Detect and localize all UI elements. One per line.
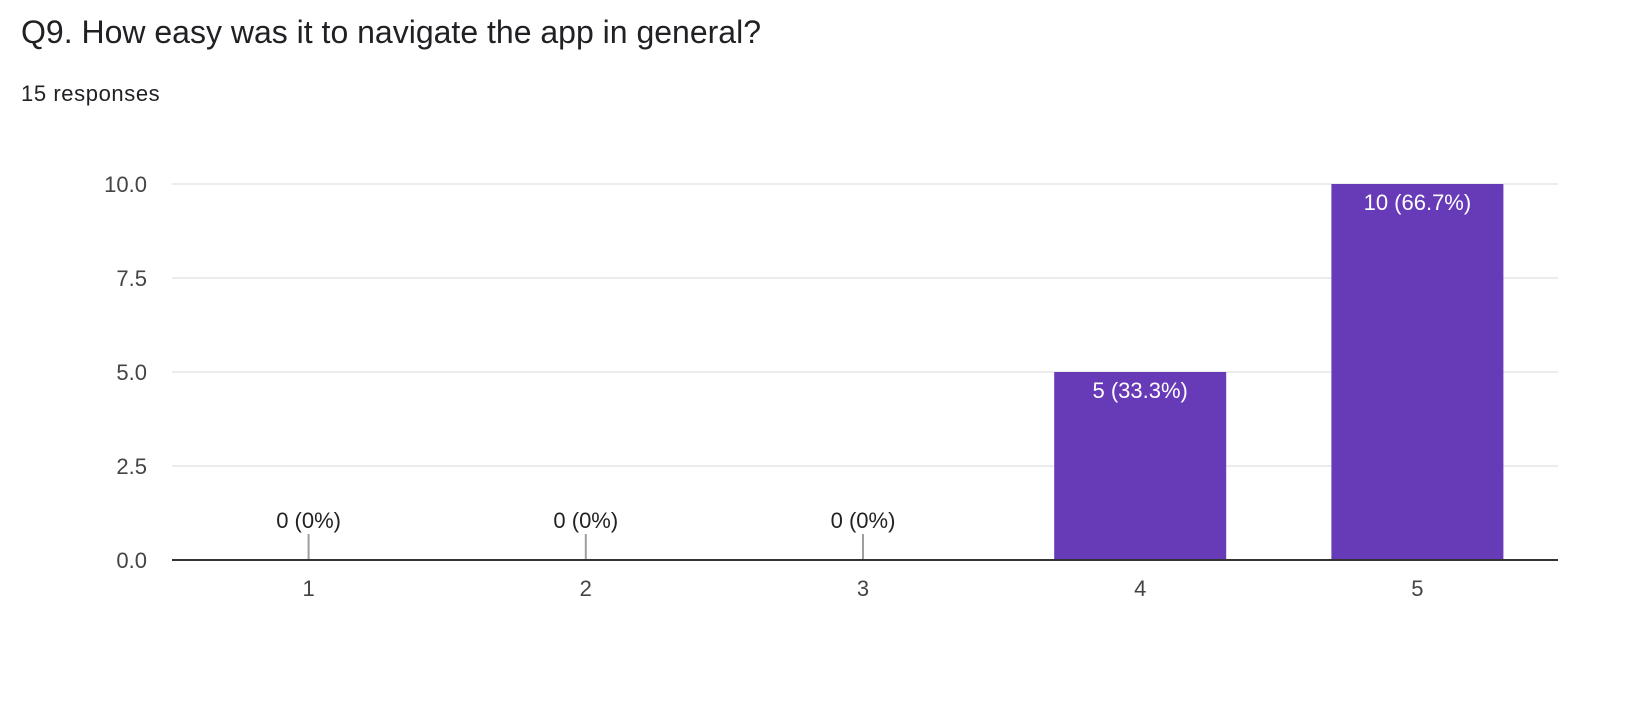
data-label: 0 (0%) [553, 508, 618, 533]
response-count: 15 responses [21, 81, 161, 106]
y-tick-label: 7.5 [116, 266, 147, 291]
y-tick-label: 10.0 [104, 172, 147, 197]
x-tick-label: 5 [1411, 576, 1423, 601]
data-label: 10 (66.7%) [1364, 190, 1472, 215]
data-label: 0 (0%) [831, 508, 896, 533]
x-axis-tick-labels: 1 2 3 4 5 [302, 576, 1423, 601]
y-tick-label: 2.5 [116, 454, 147, 479]
x-tick-label: 2 [580, 576, 592, 601]
y-tick-label: 5.0 [116, 360, 147, 385]
x-tick-label: 1 [302, 576, 314, 601]
data-label: 5 (33.3%) [1093, 378, 1188, 403]
question-title: Q9. How easy was it to navigate the app … [21, 14, 761, 50]
x-tick-label: 4 [1134, 576, 1146, 601]
bar-5[interactable] [1331, 184, 1504, 560]
grid-lines [172, 183, 1558, 467]
y-axis-tick-labels: 0.0 2.5 5.0 7.5 10.0 [104, 172, 147, 573]
x-tick-label: 3 [857, 576, 869, 601]
data-labels: 0 (0%) 0 (0%) 0 (0%) 5 (33.3%) 10 (66.7%) [276, 190, 1471, 533]
data-label: 0 (0%) [276, 508, 341, 533]
y-tick-label: 0.0 [116, 548, 147, 573]
bar-4[interactable] [1054, 372, 1227, 560]
bars[interactable] [307, 184, 1504, 560]
